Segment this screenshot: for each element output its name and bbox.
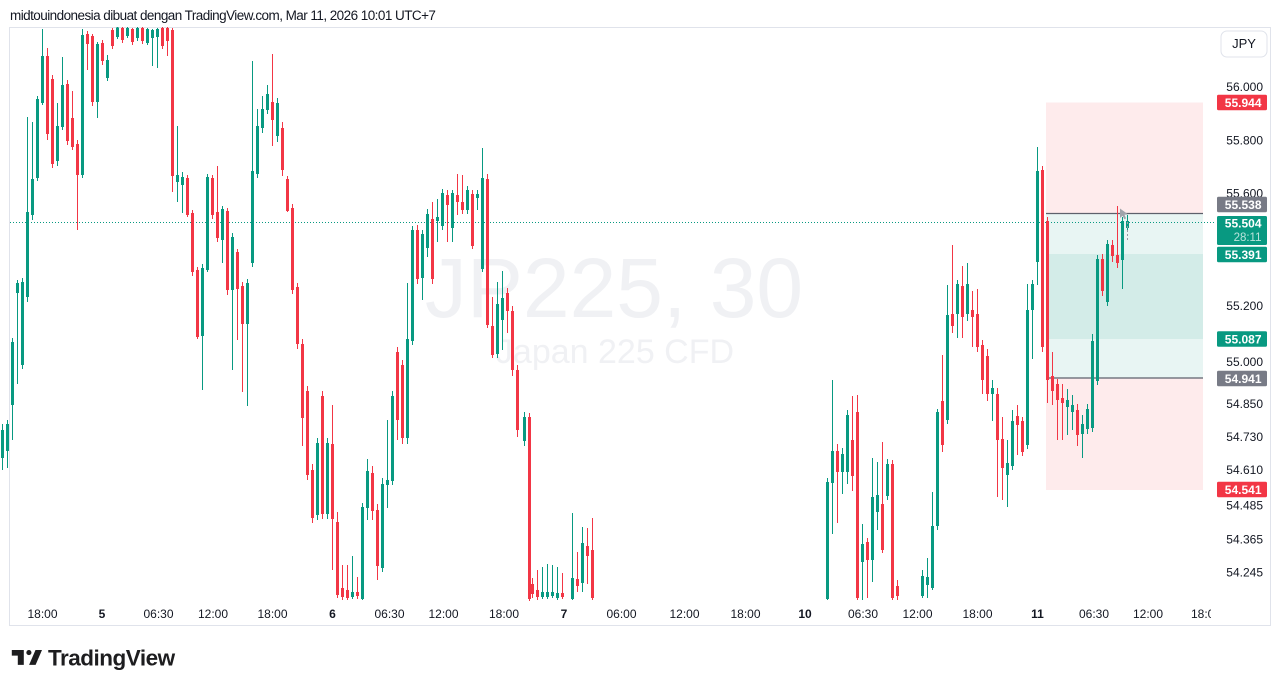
- svg-text:06:00: 06:00: [606, 607, 636, 621]
- svg-text:54.941: 54.941: [1225, 372, 1262, 386]
- svg-text:54.730: 54.730: [1226, 430, 1263, 444]
- svg-text:7: 7: [561, 607, 568, 621]
- svg-text:12:00: 12:00: [669, 607, 699, 621]
- svg-text:55.504: 55.504: [1225, 217, 1262, 231]
- svg-text:56.000: 56.000: [1226, 80, 1263, 94]
- svg-text:06:30: 06:30: [1079, 607, 1109, 621]
- svg-text:12:00: 12:00: [1133, 607, 1163, 621]
- svg-text:11: 11: [1031, 607, 1044, 621]
- svg-text:18:00: 18:00: [257, 607, 287, 621]
- svg-text:06:30: 06:30: [848, 607, 878, 621]
- svg-text:18:00: 18:00: [1191, 607, 1221, 621]
- svg-text:12:00: 12:00: [902, 607, 932, 621]
- svg-text:28:11: 28:11: [1234, 232, 1262, 244]
- svg-text:18:00: 18:00: [962, 607, 992, 621]
- svg-text:55.000: 55.000: [1226, 355, 1263, 369]
- svg-text:54.541: 54.541: [1225, 483, 1262, 497]
- svg-text:6: 6: [329, 607, 336, 621]
- svg-text:midtouindonesia dibuat dengan: midtouindonesia dibuat dengan TradingVie…: [10, 8, 435, 23]
- svg-text:Japan 225 CFD: Japan 225 CFD: [496, 333, 734, 371]
- svg-text:55.800: 55.800: [1226, 134, 1263, 148]
- svg-text:TradingView: TradingView: [48, 646, 176, 671]
- svg-text:55.200: 55.200: [1226, 299, 1263, 313]
- svg-text:JPY: JPY: [1232, 36, 1256, 51]
- svg-text:5: 5: [99, 607, 106, 621]
- svg-text:12:00: 12:00: [198, 607, 228, 621]
- svg-text:55.391: 55.391: [1225, 248, 1262, 262]
- svg-text:18:00: 18:00: [730, 607, 760, 621]
- svg-text:06:30: 06:30: [374, 607, 404, 621]
- svg-text:10: 10: [798, 607, 812, 621]
- svg-text:55.087: 55.087: [1225, 332, 1262, 346]
- svg-text:18:00: 18:00: [489, 607, 519, 621]
- svg-text:12:00: 12:00: [428, 607, 458, 621]
- svg-text:54.485: 54.485: [1226, 499, 1263, 513]
- svg-text:54.245: 54.245: [1226, 566, 1263, 580]
- svg-text:54.850: 54.850: [1226, 397, 1263, 411]
- svg-text:54.610: 54.610: [1226, 463, 1263, 477]
- svg-text:55.538: 55.538: [1225, 198, 1262, 212]
- svg-text:55.944: 55.944: [1225, 96, 1262, 110]
- svg-text:54.365: 54.365: [1226, 533, 1263, 547]
- svg-text:18:00: 18:00: [27, 607, 57, 621]
- svg-text:06:30: 06:30: [143, 607, 173, 621]
